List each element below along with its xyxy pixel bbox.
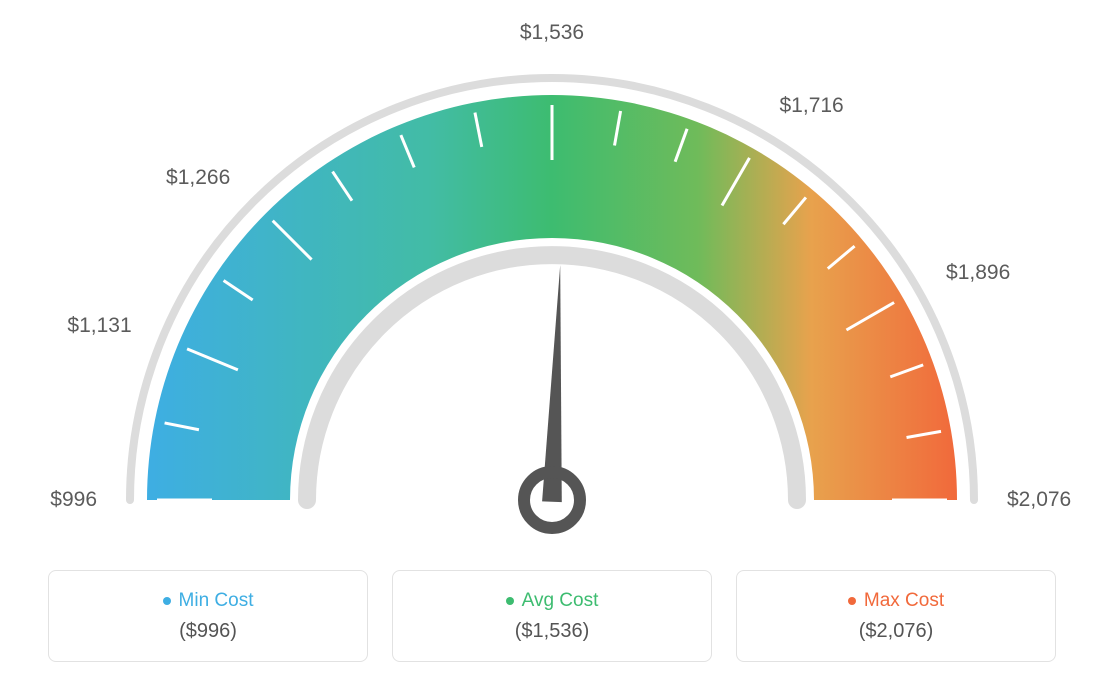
legend-value-min: ($996) [179, 620, 237, 643]
dot-avg-icon [506, 597, 514, 605]
scale-label: $1,266 [166, 166, 230, 190]
legend-label-avg: Avg Cost [522, 590, 599, 612]
dot-max-icon [848, 597, 856, 605]
legend-title-avg: Avg Cost [506, 590, 599, 612]
legend-card-avg: Avg Cost ($1,536) [392, 570, 712, 662]
gauge-svg [102, 40, 1002, 540]
gauge-chart: $996$1,131$1,266$1,536$1,716$1,896$2,076 [102, 40, 1002, 540]
legend-card-min: Min Cost ($996) [48, 570, 368, 662]
legend-row: Min Cost ($996) Avg Cost ($1,536) Max Co… [48, 570, 1056, 662]
legend-label-min: Min Cost [179, 590, 254, 612]
legend-card-max: Max Cost ($2,076) [736, 570, 1056, 662]
legend-value-avg: ($1,536) [515, 620, 590, 643]
scale-label: $1,131 [67, 314, 131, 338]
legend-title-min: Min Cost [163, 590, 254, 612]
scale-label: $1,896 [946, 261, 1010, 285]
dot-min-icon [163, 597, 171, 605]
scale-label: $1,716 [780, 94, 844, 118]
legend-value-max: ($2,076) [859, 620, 934, 643]
legend-label-max: Max Cost [864, 590, 944, 612]
scale-label: $996 [50, 488, 97, 512]
scale-label: $2,076 [1007, 488, 1071, 512]
legend-title-max: Max Cost [848, 590, 944, 612]
scale-label: $1,536 [520, 21, 584, 45]
